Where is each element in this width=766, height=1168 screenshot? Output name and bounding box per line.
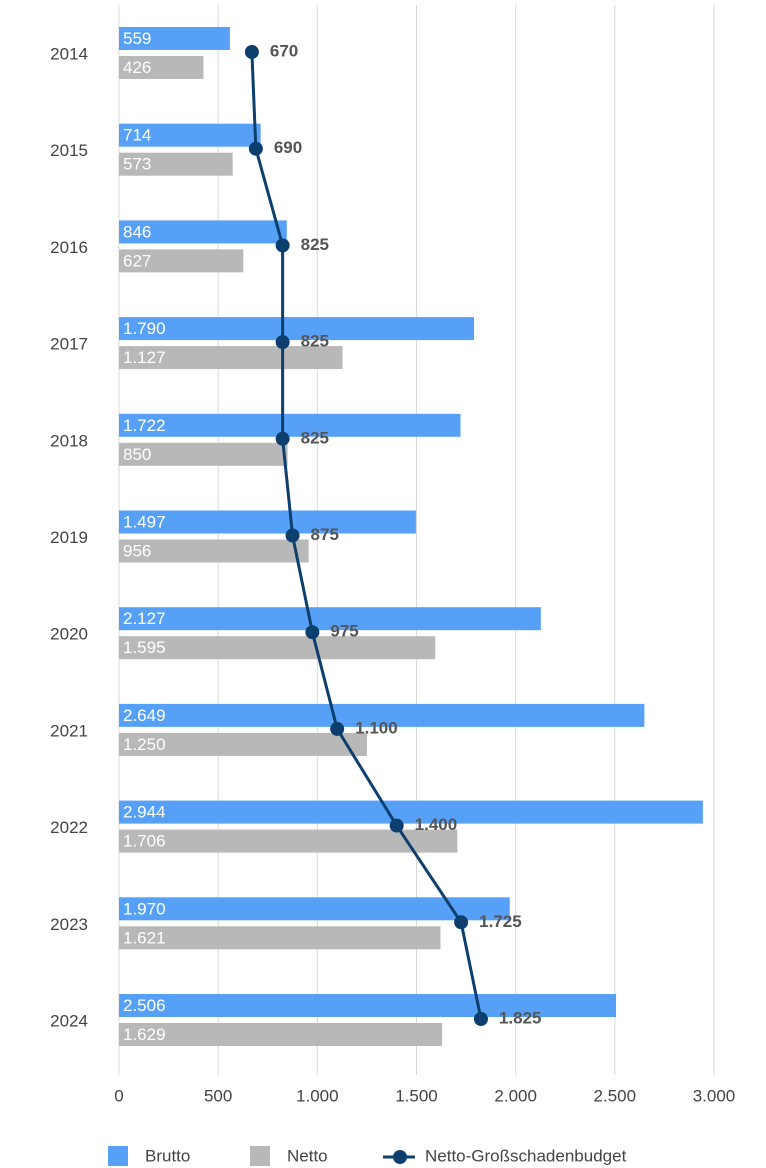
bar-value-label: 1.250 [123, 735, 166, 754]
bar-value-label: 846 [123, 222, 151, 241]
line-value-label: 875 [311, 525, 339, 544]
bar-value-label: 1.629 [123, 1025, 166, 1044]
y-tick-label: 2017 [50, 335, 88, 354]
bar [119, 829, 458, 853]
line-marker [285, 528, 300, 543]
line-marker [473, 1012, 488, 1026]
line-value-label: 825 [301, 332, 329, 351]
line-marker [330, 721, 345, 736]
line-marker [275, 335, 290, 350]
x-tick-label: 2.500 [594, 1086, 637, 1105]
bar [119, 636, 436, 660]
line-marker [248, 141, 263, 156]
bar-value-label: 1.127 [123, 348, 166, 367]
bar [119, 249, 244, 273]
legend-label: Brutto [145, 1146, 190, 1165]
line-marker [389, 818, 404, 833]
bar [119, 897, 510, 921]
bar-value-label: 1.970 [123, 899, 166, 918]
bar [119, 27, 230, 50]
line-value-label: 825 [301, 428, 329, 447]
y-tick-label: 2015 [50, 141, 88, 160]
bar [119, 607, 541, 631]
x-tick-label: 1.000 [296, 1086, 339, 1105]
line-value-label: 1.825 [499, 1008, 542, 1027]
bar [119, 703, 645, 727]
y-tick-label: 2018 [50, 431, 88, 450]
y-tick-label: 2019 [50, 528, 88, 547]
line-value-label: 975 [330, 622, 358, 641]
line-value-label: 1.400 [415, 815, 458, 834]
legend-marker [393, 1150, 407, 1164]
line-marker [454, 915, 469, 930]
line-marker [244, 45, 259, 59]
bar [119, 1023, 443, 1046]
y-tick-label: 2016 [50, 238, 88, 257]
bar [119, 539, 309, 563]
bar-value-label: 2.649 [123, 706, 166, 725]
bar-value-label: 956 [123, 541, 151, 560]
bar [119, 413, 461, 437]
x-tick-label: 2.000 [494, 1086, 537, 1105]
line-value-label: 690 [274, 138, 302, 157]
line-marker [305, 625, 320, 640]
bar [119, 442, 288, 466]
bar [119, 56, 204, 79]
bar-value-label: 426 [123, 58, 151, 77]
bar [119, 926, 441, 950]
bar-value-label: 2.506 [123, 996, 166, 1015]
bar-value-label: 2.944 [123, 803, 166, 822]
bar [119, 994, 617, 1017]
bar-value-label: 1.497 [123, 512, 166, 531]
bar-value-label: 573 [123, 155, 151, 174]
line-marker [275, 431, 290, 446]
line-value-label: 670 [270, 41, 298, 60]
bar-value-label: 714 [123, 126, 151, 145]
bar-value-label: 1.706 [123, 832, 166, 851]
y-tick-label: 2022 [50, 818, 88, 837]
x-tick-label: 1.500 [395, 1086, 438, 1105]
bar-value-label: 1.790 [123, 319, 166, 338]
bar [119, 152, 233, 176]
legend-swatch [250, 1146, 270, 1166]
bar [119, 346, 343, 370]
line-marker [275, 238, 290, 253]
y-tick-label: 2023 [50, 915, 88, 934]
bar [119, 800, 703, 824]
legend-label: Netto [287, 1146, 328, 1165]
bar-value-label: 1.621 [123, 928, 166, 947]
line-value-label: 1.725 [479, 912, 522, 931]
line-value-label: 1.100 [355, 718, 398, 737]
line-value-label: 825 [301, 235, 329, 254]
y-tick-label: 2020 [50, 625, 88, 644]
bar-value-label: 559 [123, 29, 151, 48]
bar [119, 317, 475, 341]
x-tick-label: 500 [204, 1086, 232, 1105]
y-tick-label: 2021 [50, 721, 88, 740]
legend-swatch [108, 1146, 128, 1166]
x-tick-label: 0 [114, 1086, 123, 1105]
bar [119, 510, 416, 534]
bar [119, 220, 287, 244]
bar-value-label: 1.722 [123, 416, 166, 435]
bar-value-label: 2.127 [123, 609, 166, 628]
bar [119, 123, 261, 147]
y-tick-label: 2024 [50, 1011, 88, 1030]
x-tick-label: 3.000 [693, 1086, 736, 1105]
bar-value-label: 627 [123, 251, 151, 270]
legend-label: Netto-Großschadenbudget [425, 1146, 627, 1165]
bar-value-label: 850 [123, 445, 151, 464]
bar-value-label: 1.595 [123, 638, 166, 657]
y-tick-label: 2014 [50, 44, 88, 63]
bar [119, 732, 367, 756]
